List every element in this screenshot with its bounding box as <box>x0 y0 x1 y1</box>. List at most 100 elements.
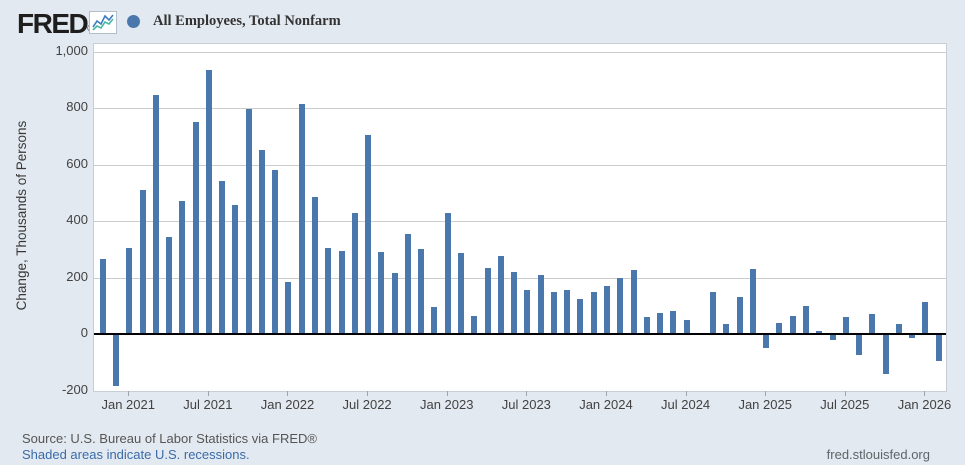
series-legend-label: All Employees, Total Nonfarm <box>153 13 341 29</box>
bar-oct-2021[interactable] <box>245 109 252 334</box>
x-tick-label-jan-2025: Jan 2025 <box>738 397 792 412</box>
x-tick-label-jul-2024: Jul 2024 <box>661 397 711 412</box>
bar-feb-2024[interactable] <box>617 277 624 334</box>
bar-jan-2021[interactable] <box>126 247 133 334</box>
series-legend-dot-icon <box>127 15 140 28</box>
gridline-800 <box>94 108 946 109</box>
bar-jun-2022[interactable] <box>351 212 358 334</box>
bar-nov-2022[interactable] <box>418 249 425 334</box>
bar-nov-2025[interactable] <box>895 324 902 334</box>
bar-jul-2025[interactable] <box>842 317 849 334</box>
bar-mar-2021[interactable] <box>152 95 159 334</box>
bar-mar-2023[interactable] <box>471 315 478 334</box>
x-tick-mark <box>685 391 687 396</box>
bar-aug-2021[interactable] <box>219 181 226 334</box>
bar-feb-2022[interactable] <box>298 103 305 334</box>
bar-nov-2021[interactable] <box>258 150 265 334</box>
bar-dec-2020[interactable] <box>112 334 119 387</box>
plot-area[interactable] <box>93 43 947 392</box>
bar-jul-2023[interactable] <box>524 290 531 334</box>
fred-logo-text: FRED <box>17 8 89 39</box>
y-tick-label-200: 200 <box>66 268 88 284</box>
bar-jul-2024[interactable] <box>683 319 690 334</box>
y-tick-label-1000: 1,000 <box>55 42 88 58</box>
bar-jan-2025[interactable] <box>763 334 770 349</box>
bar-jul-2021[interactable] <box>205 69 212 334</box>
zero-axis-line <box>94 333 946 335</box>
bar-dec-2023[interactable] <box>590 291 597 334</box>
bar-may-2021[interactable] <box>179 201 186 334</box>
bar-nov-2023[interactable] <box>577 298 584 334</box>
bar-dec-2021[interactable] <box>272 170 279 334</box>
bar-aug-2025[interactable] <box>856 334 863 356</box>
x-tick-mark <box>207 391 209 396</box>
bar-sep-2024[interactable] <box>710 291 717 334</box>
x-tick-label-jul-2021: Jul 2021 <box>183 397 233 412</box>
x-tick-mark <box>367 391 369 396</box>
y-tick-label-600: 600 <box>66 155 88 171</box>
bar-dec-2024[interactable] <box>749 269 756 334</box>
bar-may-2024[interactable] <box>657 312 664 334</box>
x-tick-label-jan-2024: Jan 2024 <box>579 397 633 412</box>
bar-apr-2021[interactable] <box>166 236 173 334</box>
fred-logo[interactable]: FRED® <box>17 8 93 40</box>
gridline-600 <box>94 164 946 166</box>
bar-sep-2023[interactable] <box>550 291 557 334</box>
fred-url-link[interactable]: fred.stlouisfed.org <box>826 447 930 462</box>
bar-may-2023[interactable] <box>497 256 504 334</box>
bar-sep-2022[interactable] <box>391 273 398 334</box>
gridline-200 <box>94 277 946 279</box>
x-tick-label-jan-2021: Jan 2021 <box>101 397 155 412</box>
bar-aug-2023[interactable] <box>537 274 544 334</box>
bar-jun-2023[interactable] <box>511 271 518 334</box>
y-tick-label-0: 0 <box>80 325 88 340</box>
bar-oct-2025[interactable] <box>882 334 889 374</box>
bar-jun-2021[interactable] <box>192 122 199 334</box>
x-tick-label-jan-2023: Jan 2023 <box>419 397 474 412</box>
bar-nov-2020[interactable] <box>99 259 106 334</box>
bar-dec-2022[interactable] <box>431 307 438 334</box>
bar-oct-2024[interactable] <box>723 324 730 334</box>
bar-jun-2024[interactable] <box>670 311 677 334</box>
bar-dec-2025[interactable] <box>909 334 916 339</box>
gridline-400 <box>94 221 946 222</box>
bar-aug-2022[interactable] <box>378 252 385 334</box>
bar-oct-2022[interactable] <box>404 233 411 334</box>
x-tick-mark <box>446 391 448 396</box>
bar-sep-2025[interactable] <box>869 314 876 334</box>
y-tick-label-800: 800 <box>66 99 88 114</box>
bar-jan-2024[interactable] <box>603 285 610 334</box>
bar-jun-2025[interactable] <box>829 334 836 341</box>
bar-feb-2025[interactable] <box>776 322 783 334</box>
y-tick-label--200: -200 <box>61 381 88 397</box>
bar-apr-2025[interactable] <box>803 305 809 334</box>
x-tick-label-jan-2022: Jan 2022 <box>260 397 315 412</box>
bar-may-2025[interactable] <box>816 331 823 334</box>
bar-apr-2022[interactable] <box>325 247 332 334</box>
bar-feb-2026[interactable] <box>935 334 942 361</box>
x-tick-mark <box>128 391 130 396</box>
gridline-1000 <box>94 51 946 53</box>
recessions-link[interactable]: Shaded areas indicate U.S. recessions. <box>22 447 250 462</box>
bar-may-2022[interactable] <box>338 250 345 334</box>
bar-apr-2023[interactable] <box>484 267 491 334</box>
bar-oct-2023[interactable] <box>564 290 571 334</box>
bar-jan-2022[interactable] <box>285 281 292 334</box>
x-tick-mark <box>605 391 607 396</box>
bar-nov-2024[interactable] <box>736 297 743 334</box>
bar-sep-2021[interactable] <box>232 205 239 334</box>
x-tick-mark <box>765 391 767 396</box>
bar-feb-2021[interactable] <box>139 189 146 334</box>
x-tick-label-jul-2022: Jul 2022 <box>342 397 392 412</box>
x-tick-mark <box>287 391 289 396</box>
bar-mar-2025[interactable] <box>789 315 796 334</box>
bar-mar-2024[interactable] <box>630 270 637 334</box>
bar-feb-2023[interactable] <box>457 253 464 334</box>
bar-jul-2022[interactable] <box>365 134 372 334</box>
bar-apr-2024[interactable] <box>643 317 650 334</box>
bar-mar-2022[interactable] <box>312 196 319 334</box>
bar-jan-2023[interactable] <box>444 212 451 334</box>
x-tick-label-jan-2026: Jan 2026 <box>897 397 952 412</box>
bar-jan-2026[interactable] <box>922 301 929 334</box>
